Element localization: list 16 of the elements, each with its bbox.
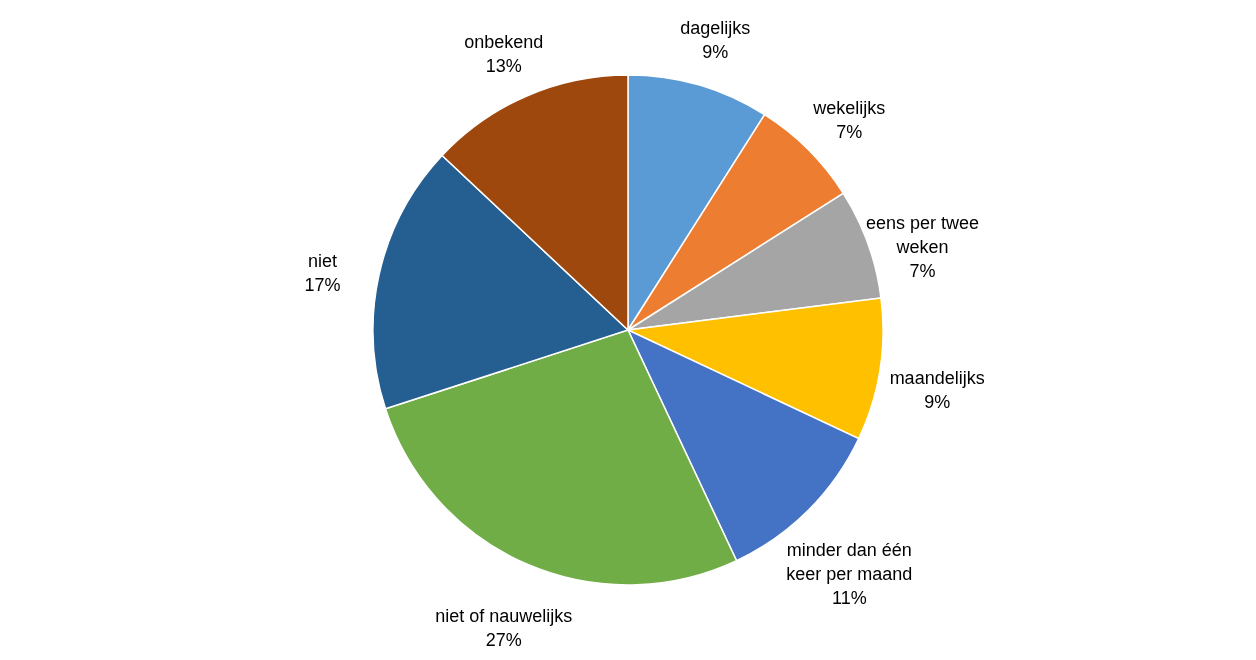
data-label: 11%	[831, 588, 867, 609]
slice-label: niet	[308, 250, 338, 271]
data-label: 9%	[924, 391, 951, 412]
data-label: 27%	[485, 630, 522, 651]
data-label: 9%	[702, 42, 729, 63]
data-label: 7%	[836, 121, 863, 142]
data-label: 7%	[909, 260, 936, 281]
slice-label: maandelijks	[889, 367, 985, 388]
data-label: 13%	[485, 55, 522, 76]
slice-label: dagelijks	[680, 18, 751, 39]
slice-label: niet of nauwelijks	[435, 606, 573, 627]
slice-label: wekelijks	[812, 97, 886, 118]
slice-label: onbekend	[464, 31, 544, 52]
slice-label: minder dan één keer per maand	[786, 540, 913, 585]
slice-label: eens per twee weken	[865, 212, 980, 257]
data-label: 17%	[304, 274, 341, 295]
